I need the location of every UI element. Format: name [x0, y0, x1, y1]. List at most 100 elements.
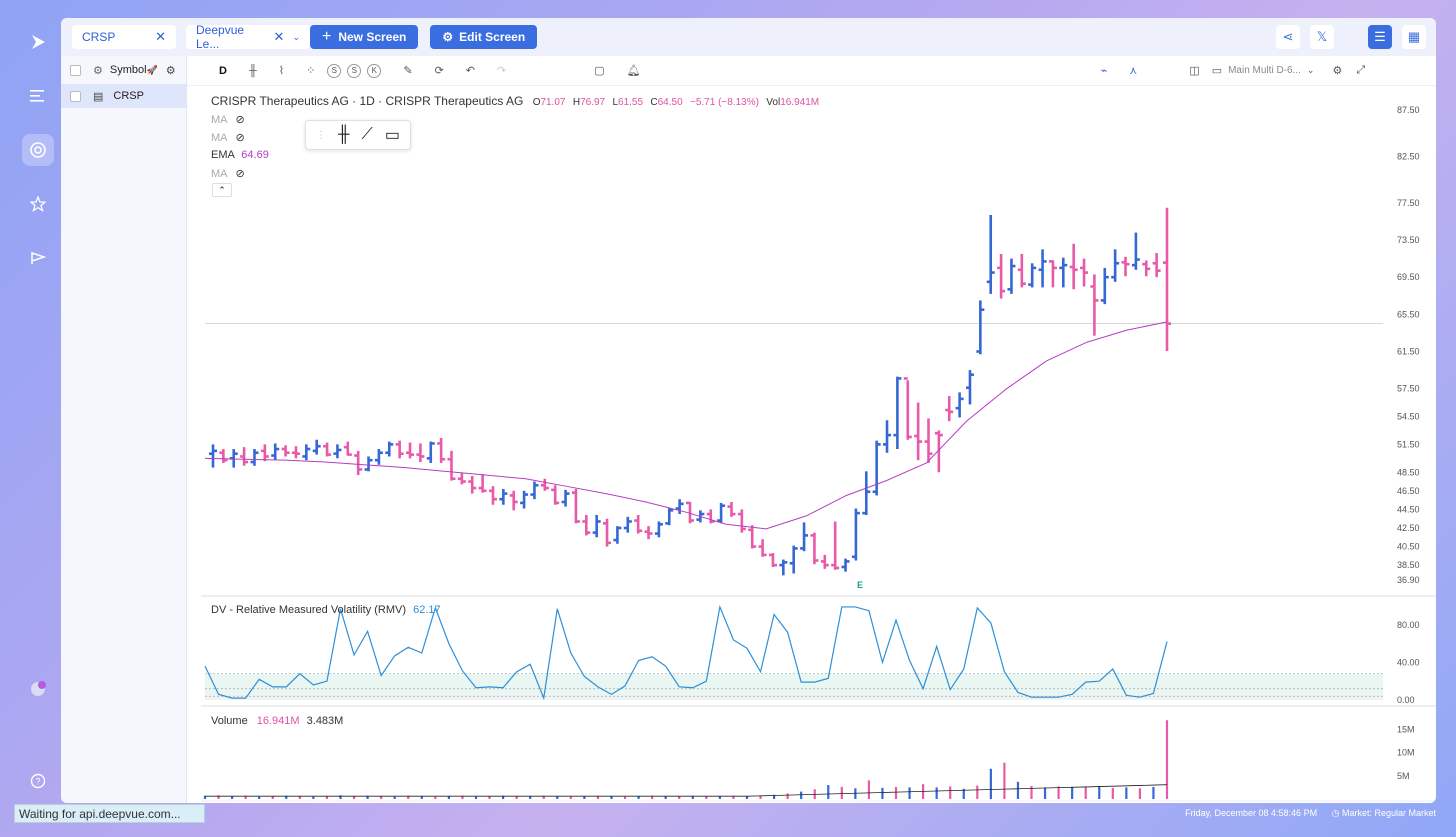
ohlc-bar [862, 471, 871, 515]
star-icon[interactable] [22, 188, 54, 220]
ohlc-bar [551, 485, 560, 505]
new-screen-button[interactable]: + New Screen [310, 25, 419, 49]
redo-icon[interactable]: ↷ [497, 65, 507, 77]
price-axis-tick: 57.50 [1397, 384, 1420, 394]
drag-handle-icon[interactable]: ⋮ [316, 129, 327, 141]
price-axis-tick: 54.50 [1397, 412, 1420, 422]
tab-crsp[interactable]: CRSP ✕ [72, 25, 176, 49]
rmv-axis-tick: 0.00 [1397, 695, 1415, 705]
pencil-icon[interactable]: ✎ [403, 65, 413, 77]
refresh-icon[interactable]: ⟳ [434, 65, 444, 77]
trend-line-icon[interactable]: ⟋ [361, 126, 373, 143]
s-circle-button-1[interactable]: S [327, 63, 342, 78]
undo-icon[interactable]: ↶ [465, 65, 475, 77]
chevron-down-icon[interactable]: ⌄ [292, 31, 300, 42]
indicators-icon[interactable]: ⌇ [278, 65, 285, 77]
layout-icon[interactable]: ◫ [1189, 65, 1200, 77]
ohlc-bar [934, 430, 943, 473]
x-social-icon[interactable]: 𝕏 [1310, 25, 1334, 49]
interval-button[interactable]: D [219, 64, 227, 77]
ohlc-bar [831, 521, 840, 570]
ohlc-bar [955, 392, 964, 418]
s-circle-button-2[interactable]: S [347, 63, 362, 78]
comment-icon[interactable]: ▭ [384, 127, 400, 144]
price-axis-tick: 82.50 [1397, 151, 1420, 161]
line-chart-icon[interactable]: ⌁ [1100, 65, 1108, 77]
ohlc-bar [727, 501, 736, 517]
ohlc-bar [665, 507, 674, 526]
price-axis-tick: 42.50 [1397, 523, 1420, 533]
compare-icon[interactable]: ⋏ [1129, 65, 1138, 77]
layout-name[interactable]: Main Multi D-6... [1228, 65, 1301, 76]
gear-icon[interactable]: ⚙ [165, 64, 176, 77]
price-axis-tick: 61.50 [1397, 347, 1420, 357]
bar-style-icon[interactable]: ╫ [248, 64, 257, 77]
chart-area[interactable]: 87.50 82.50 77.50 73.50 69.50 65.50 61.50 57.50… [201, 86, 1436, 803]
ema-value: 64.69 [241, 149, 269, 161]
bar-tool-icon[interactable]: ╫ [338, 126, 350, 143]
legend-open-value: 71.07 [540, 97, 566, 108]
ohlc-bar [779, 559, 788, 576]
price-axis-tick: 77.50 [1397, 198, 1420, 208]
chevron-down-icon[interactable]: ⌄ [1306, 65, 1315, 75]
ohlc-bar [675, 499, 684, 515]
collapse-legend-button[interactable]: ⌃ [212, 183, 232, 197]
watchlist-row[interactable]: ▤ CRSP [61, 84, 186, 108]
settings-icon[interactable]: ⚙ [93, 64, 103, 77]
hidden-eye-icon[interactable]: ⊘ [235, 132, 245, 144]
close-icon[interactable]: ✕ [273, 29, 285, 44]
tab-label: Deepvue Le... [196, 23, 245, 51]
ohlc-bar [758, 539, 767, 557]
row-checkbox[interactable] [70, 90, 81, 102]
ohlc-bar [820, 554, 829, 569]
ohlc-bar [872, 440, 881, 496]
grid-view-icon[interactable]: ▦ [1402, 25, 1426, 49]
legend-volume: Vol16.941M [766, 97, 819, 108]
help-icon[interactable]: ? [22, 765, 54, 797]
ema-line [204, 321, 1168, 530]
price-axis-tick: 48.50 [1397, 467, 1420, 477]
chart-legend: CRISPR Therapeutics AG · 1D · CRISPR The… [211, 94, 819, 108]
ohlc-bar [271, 443, 280, 461]
logo-icon[interactable] [22, 26, 54, 58]
rocket-icon: 🚀 [146, 64, 158, 75]
avatar[interactable] [22, 673, 54, 705]
legend-vol-value: 16.941M [780, 97, 820, 108]
tab-deepvue[interactable]: Deepvue Le... ✕ ⌄ [186, 23, 310, 51]
calendar-icon[interactable]: ▢ [594, 65, 605, 77]
alerts-icon[interactable] [22, 242, 54, 274]
ohlc-bar [1121, 256, 1130, 277]
settings-icon[interactable]: ⚙ [1332, 65, 1343, 77]
share-icon[interactable]: ⋖ [1276, 25, 1300, 49]
tab-label: CRSP [82, 30, 116, 44]
ohlc-bar [229, 449, 238, 468]
ma-legend-2: MA ⊘ [211, 131, 245, 144]
select-all-checkbox[interactable] [70, 64, 81, 76]
bell-icon[interactable]: 🔔︎ [626, 65, 641, 77]
ema-label: EMA [211, 149, 235, 161]
ohlc-bar [841, 558, 850, 572]
loading-status: Waiting for api.deepvue.com... [14, 804, 205, 823]
k-circle-button[interactable]: K [367, 63, 382, 78]
hidden-eye-icon[interactable]: ⊘ [235, 168, 245, 180]
folder-icon[interactable]: ▭ [1211, 65, 1223, 77]
ohlc-bar [965, 370, 974, 405]
fullscreen-icon[interactable]: ⤢ [1356, 64, 1366, 76]
ohlc-bar [447, 450, 456, 481]
earnings-marker[interactable]: E [857, 580, 864, 590]
ma-label: MA [211, 114, 228, 126]
menu-icon[interactable] [22, 80, 54, 112]
volume-label: Volume [211, 715, 248, 727]
close-icon[interactable]: ✕ [155, 29, 166, 44]
price-axis-tick: 38.50 [1397, 560, 1420, 570]
hidden-eye-icon[interactable]: ⊘ [235, 114, 245, 126]
left-rail: ? [16, 18, 60, 803]
chart-svg[interactable]: 87.50 82.50 77.50 73.50 69.50 65.50 61.50 57.50… [201, 86, 1436, 803]
list-view-icon[interactable]: ☰ [1368, 25, 1392, 49]
edit-screen-button[interactable]: ⚙ Edit Screen [430, 25, 538, 49]
templates-icon[interactable]: ⁘ [306, 65, 316, 77]
screener-icon[interactable] [22, 134, 54, 166]
price-axis-tick: 87.50 [1397, 105, 1420, 115]
column-header-symbol[interactable]: Symbol [109, 64, 147, 76]
ohlc-bar [478, 474, 487, 493]
